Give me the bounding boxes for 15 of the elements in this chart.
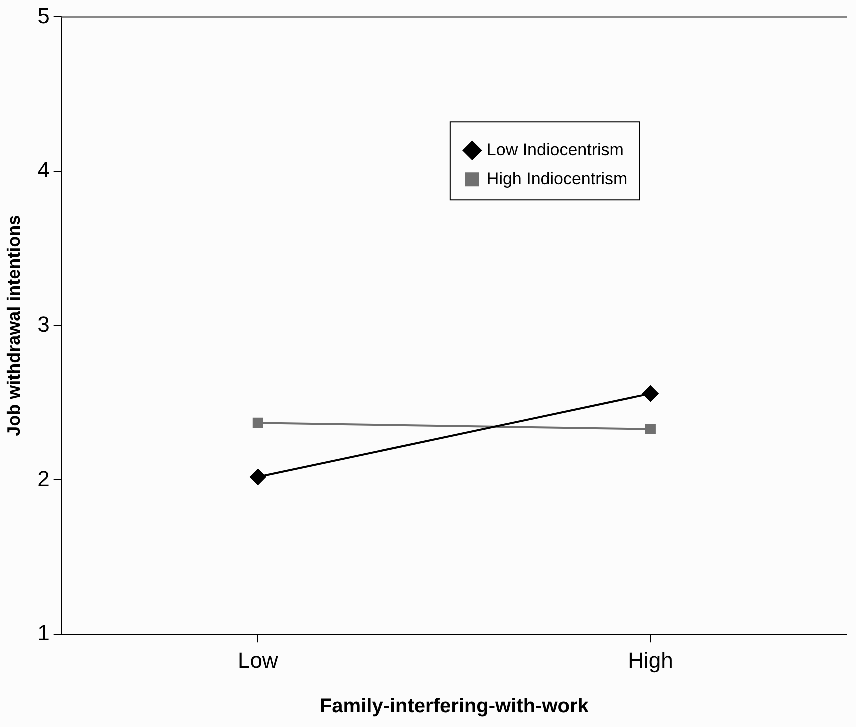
- y-tick-label: 4: [38, 158, 50, 183]
- point: [642, 386, 659, 402]
- point: [252, 418, 264, 428]
- x-tick-label: High: [628, 648, 674, 673]
- y-tick-label: 5: [38, 3, 50, 28]
- point: [645, 424, 656, 435]
- point: [250, 469, 266, 486]
- x-tick-label: Low: [238, 648, 278, 673]
- y-tick-label: 3: [38, 312, 50, 337]
- x-axis-title: Family-interfering-with-work: [320, 696, 590, 718]
- y-tick-label: 2: [38, 466, 50, 492]
- legend-label: High Indiocentrism: [486, 169, 628, 188]
- legend-label: Low Indiocentrism: [486, 140, 624, 160]
- y-tick-label: 1: [38, 620, 50, 646]
- y-axis-title: Job withdrawal intentions: [4, 215, 24, 436]
